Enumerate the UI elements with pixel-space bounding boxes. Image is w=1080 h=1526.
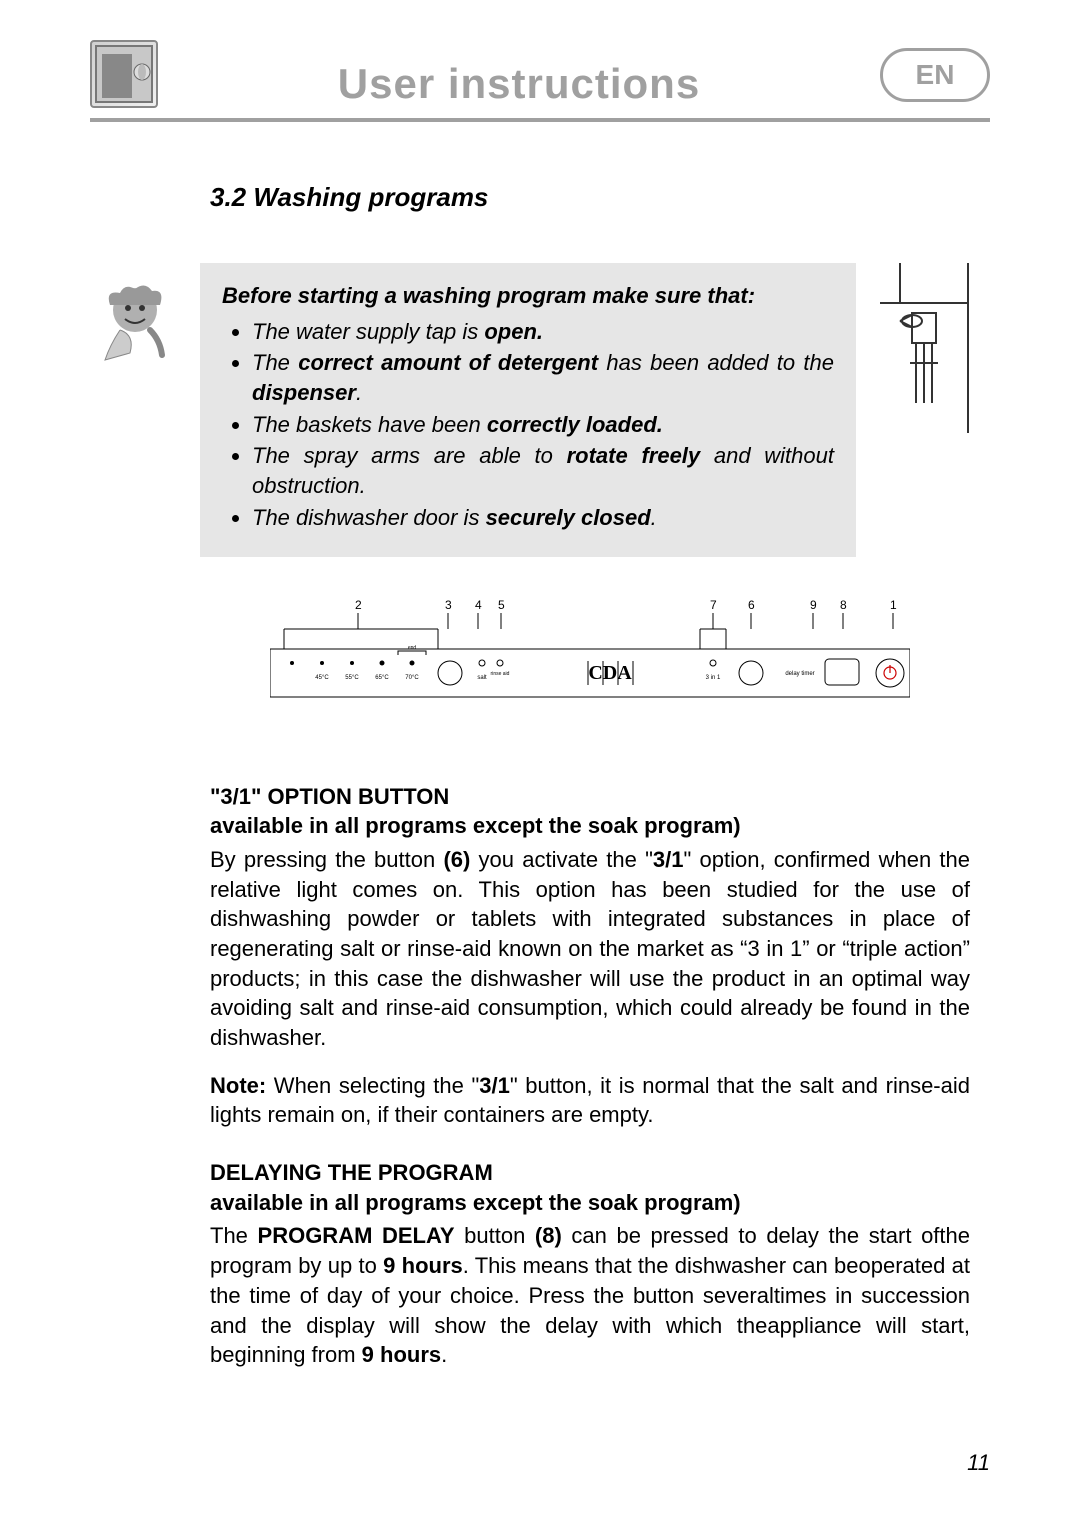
section-number: 3.2 xyxy=(210,182,246,212)
callout-item: The correct amount of detergent has been… xyxy=(252,348,834,407)
brand-label: CDA xyxy=(588,662,632,684)
svg-text:salt: salt xyxy=(477,675,487,681)
page-header: User instructions EN xyxy=(90,40,990,108)
svg-text:3 in 1: 3 in 1 xyxy=(706,675,721,681)
option-heading: "3/1" OPTION BUTTON available in all pro… xyxy=(210,782,970,841)
section-title-text: Washing programs xyxy=(253,182,488,212)
callout-label: 3 xyxy=(445,598,452,612)
callout-row: Before starting a washing program make s… xyxy=(90,263,970,557)
callout-item: The baskets have been correctly loaded. xyxy=(252,410,834,440)
callout-label: 9 xyxy=(810,598,817,612)
callout-list: The water supply tap is open. The correc… xyxy=(222,317,834,533)
svg-text:rinse aid: rinse aid xyxy=(491,671,510,677)
option-3in1-section: "3/1" OPTION BUTTON available in all pro… xyxy=(210,782,970,1131)
svg-text:delay timer: delay timer xyxy=(785,671,814,677)
callout-item: The water supply tap is open. xyxy=(252,317,834,347)
callout-label: 8 xyxy=(840,598,847,612)
option-body: The PROGRAM DELAY button (8) can be pres… xyxy=(210,1221,970,1369)
callout-label: 2 xyxy=(355,598,362,612)
language-badge: EN xyxy=(880,48,990,102)
svg-text:70°C: 70°C xyxy=(405,675,419,681)
svg-text:45°C: 45°C xyxy=(315,675,329,681)
option-heading: DELAYING THE PROGRAM available in all pr… xyxy=(210,1158,970,1217)
precheck-callout: Before starting a washing program make s… xyxy=(200,263,856,557)
callout-label: 1 xyxy=(890,598,897,612)
mascot-icon xyxy=(90,275,180,365)
page-number: 11 xyxy=(967,1450,990,1476)
svg-text:end: end xyxy=(408,645,417,651)
page-content: 3.2 Washing programs Before starting a w… xyxy=(90,182,990,1370)
callout-label: 4 xyxy=(475,598,482,612)
dishwasher-icon xyxy=(90,40,158,108)
svg-text:55°C: 55°C xyxy=(345,675,359,681)
tap-icon xyxy=(880,263,970,433)
svg-text:65°C: 65°C xyxy=(375,675,389,681)
option-body: By pressing the button (6) you activate … xyxy=(210,845,970,1053)
section-heading: 3.2 Washing programs xyxy=(210,182,970,213)
callout-label: 7 xyxy=(710,598,717,612)
option-delay-section: DELAYING THE PROGRAM available in all pr… xyxy=(210,1158,970,1370)
callout-item: The spray arms are able to rotate freely… xyxy=(252,441,834,500)
page-title: User instructions xyxy=(158,40,880,108)
option-note: Note: When selecting the "3/1" button, i… xyxy=(210,1071,970,1130)
header-divider xyxy=(90,118,990,122)
callout-label: 6 xyxy=(748,598,755,612)
callout-lead: Before starting a washing program make s… xyxy=(222,281,834,311)
control-panel-diagram: 2 3 4 5 7 6 9 8 1 xyxy=(270,597,910,712)
callout-item: The dishwasher door is securely closed. xyxy=(252,503,834,533)
callout-label: 5 xyxy=(498,598,505,612)
